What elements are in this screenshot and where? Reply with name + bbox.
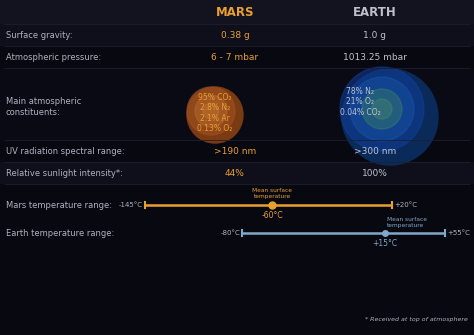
Text: UV radiation spectral range:: UV radiation spectral range: xyxy=(6,146,125,155)
Text: Mars temperature range:: Mars temperature range: xyxy=(6,201,112,209)
Circle shape xyxy=(372,99,392,119)
FancyBboxPatch shape xyxy=(0,140,474,162)
Text: Earth temperature range:: Earth temperature range: xyxy=(6,228,114,238)
Text: >300 nm: >300 nm xyxy=(354,146,396,155)
FancyBboxPatch shape xyxy=(0,0,474,24)
Text: -60°C: -60°C xyxy=(262,211,283,220)
Circle shape xyxy=(187,87,243,143)
Circle shape xyxy=(187,87,235,135)
Text: 6 - 7 mbar: 6 - 7 mbar xyxy=(211,53,258,62)
Text: Atmospheric pressure:: Atmospheric pressure: xyxy=(6,53,101,62)
Circle shape xyxy=(195,95,227,127)
Circle shape xyxy=(203,103,219,119)
Text: Surface gravity:: Surface gravity: xyxy=(6,30,73,40)
Text: 78% N₂
21% O₂
0.04% CO₂: 78% N₂ 21% O₂ 0.04% CO₂ xyxy=(340,87,380,117)
Text: >190 nm: >190 nm xyxy=(214,146,256,155)
Text: 100%: 100% xyxy=(362,169,388,178)
Circle shape xyxy=(342,69,438,165)
Text: +15°C: +15°C xyxy=(373,239,398,248)
Text: Mean surface
temperature: Mean surface temperature xyxy=(387,217,427,228)
Circle shape xyxy=(340,67,424,151)
Text: 1.0 g: 1.0 g xyxy=(364,30,386,40)
Circle shape xyxy=(350,77,414,141)
Text: -145°C: -145°C xyxy=(119,202,143,208)
Circle shape xyxy=(362,89,402,129)
FancyBboxPatch shape xyxy=(0,24,474,46)
Text: MARS: MARS xyxy=(216,5,254,18)
Text: 44%: 44% xyxy=(225,169,245,178)
Text: 1013.25 mbar: 1013.25 mbar xyxy=(343,53,407,62)
Text: EARTH: EARTH xyxy=(353,5,397,18)
FancyBboxPatch shape xyxy=(0,68,474,140)
Text: 0.38 g: 0.38 g xyxy=(220,30,249,40)
Text: +20°C: +20°C xyxy=(394,202,418,208)
Text: Relative sunlight intensity*:: Relative sunlight intensity*: xyxy=(6,169,123,178)
Text: Mean surface
temperature: Mean surface temperature xyxy=(253,188,292,199)
Text: Main atmospheric
constituents:: Main atmospheric constituents: xyxy=(6,97,81,117)
FancyBboxPatch shape xyxy=(0,46,474,68)
FancyBboxPatch shape xyxy=(0,184,474,335)
Text: +55°C: +55°C xyxy=(447,230,470,236)
Text: 95% CO₂
2.8% N₂
2.1% Ar
0.13% O₂: 95% CO₂ 2.8% N₂ 2.1% Ar 0.13% O₂ xyxy=(197,93,233,133)
Text: * Received at top of atmosphere: * Received at top of atmosphere xyxy=(365,317,468,322)
FancyBboxPatch shape xyxy=(0,162,474,184)
Text: -80°C: -80°C xyxy=(221,230,240,236)
